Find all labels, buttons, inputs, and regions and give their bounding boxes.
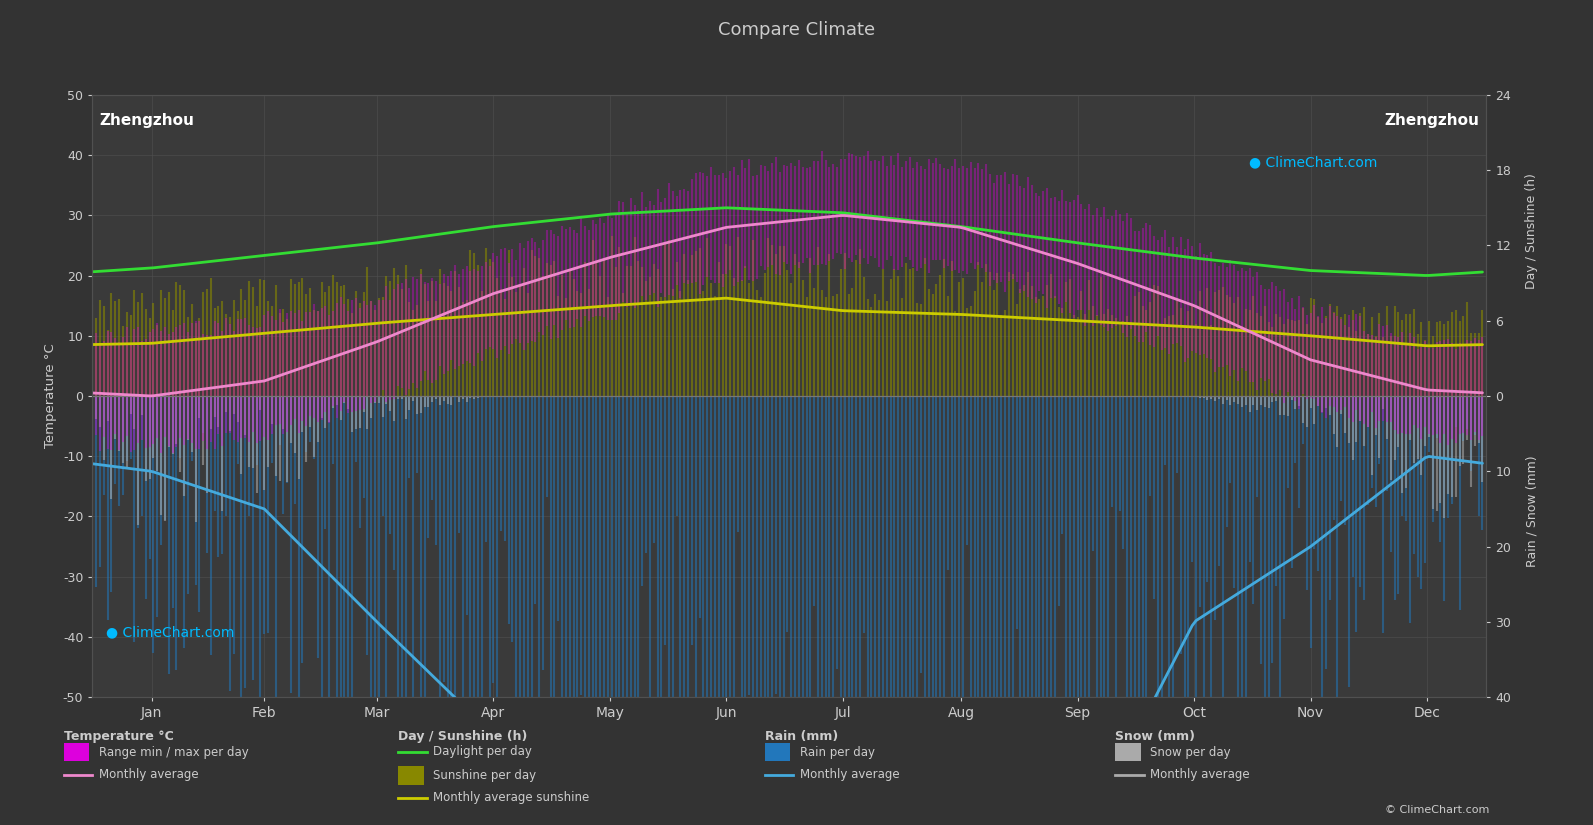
Text: © ClimeChart.com: © ClimeChart.com (1384, 805, 1489, 815)
Text: ● ClimeChart.com: ● ClimeChart.com (1249, 155, 1378, 169)
Text: Compare Climate: Compare Climate (718, 21, 875, 39)
Text: Snow (mm): Snow (mm) (1115, 730, 1195, 743)
Text: Monthly average: Monthly average (99, 768, 199, 781)
Text: Day / Sunshine (h): Day / Sunshine (h) (398, 730, 527, 743)
Text: Sunshine per day: Sunshine per day (433, 769, 537, 782)
Text: Monthly average: Monthly average (1150, 768, 1251, 781)
Text: Monthly average sunshine: Monthly average sunshine (433, 791, 589, 804)
Text: Snow per day: Snow per day (1150, 746, 1231, 759)
Y-axis label: Temperature °C: Temperature °C (45, 344, 57, 448)
Text: Rain / Snow (mm): Rain / Snow (mm) (1525, 455, 1539, 568)
Text: Monthly average: Monthly average (800, 768, 900, 781)
Text: Temperature °C: Temperature °C (64, 730, 174, 743)
Text: Range min / max per day: Range min / max per day (99, 746, 249, 759)
Text: ● ClimeChart.com: ● ClimeChart.com (107, 625, 234, 639)
Text: Rain (mm): Rain (mm) (765, 730, 838, 743)
Text: Zhengzhou: Zhengzhou (99, 113, 194, 128)
Text: Day / Sunshine (h): Day / Sunshine (h) (1525, 173, 1539, 289)
Text: Zhengzhou: Zhengzhou (1384, 113, 1480, 128)
Text: Daylight per day: Daylight per day (433, 745, 532, 758)
Text: Rain per day: Rain per day (800, 746, 875, 759)
